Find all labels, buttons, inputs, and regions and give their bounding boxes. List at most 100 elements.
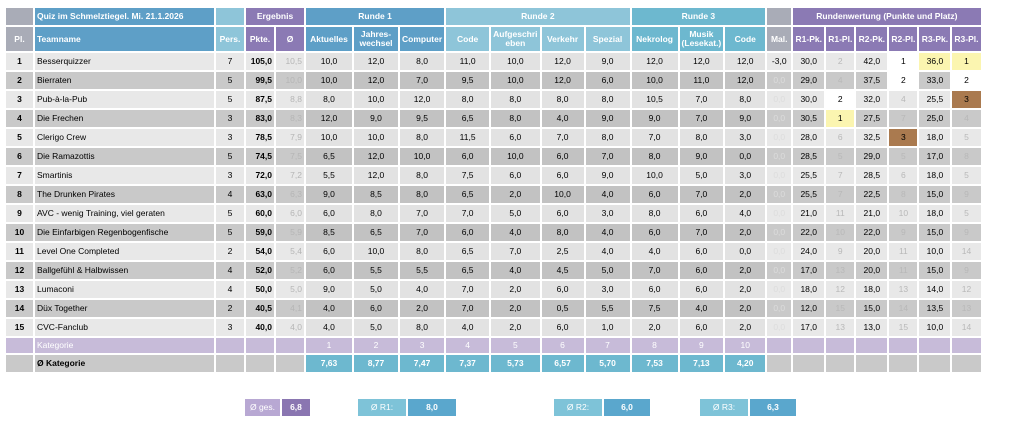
row-category-5: 4,0 — [491, 262, 540, 279]
row-rundenwertung-2: 7 — [826, 167, 855, 184]
summary-value-r2: 6,0 — [604, 399, 650, 416]
row-team-name: Die Frechen — [35, 110, 214, 127]
row-persons: 2 — [216, 243, 244, 260]
row-category-6: 6,0 — [541, 167, 584, 184]
kategorie-number-8: 8 — [631, 338, 678, 353]
average-value-4: 7,37 — [446, 355, 490, 372]
col-r2-pl: R2-Pl. — [889, 27, 918, 51]
row-rundenwertung-6: 13 — [952, 300, 981, 317]
col-mal: Mal. — [767, 27, 792, 51]
row-category-2: 8,5 — [354, 186, 398, 203]
average-blank-tail — [889, 355, 918, 372]
row-category-5: 8,0 — [491, 110, 540, 127]
row-rundenwertung-2: 10 — [826, 224, 855, 241]
row-category-2: 5,0 — [354, 319, 398, 336]
row-category-8: 8,0 — [631, 205, 678, 222]
row-category-8: 10,0 — [631, 72, 678, 89]
row-rundenwertung-6: 12 — [952, 281, 981, 298]
row-category-8: 9,0 — [631, 110, 678, 127]
average-value-9: 7,13 — [679, 355, 724, 372]
row-rundenwertung-5: 15,0 — [919, 262, 951, 279]
row-rundenwertung-1: 25,5 — [793, 186, 825, 203]
row-place: 11 — [6, 243, 33, 260]
row-rundenwertung-1: 30,0 — [793, 91, 825, 108]
row-category-1: 12,0 — [306, 110, 352, 127]
row-category-10: 9,0 — [725, 110, 766, 127]
row-team-name: Die Ramazottis — [35, 148, 214, 165]
kategorie-number-4: 4 — [446, 338, 490, 353]
row-category-5: 2,0 — [491, 281, 540, 298]
average-blank-tail — [826, 355, 855, 372]
row-category-8: 10,0 — [631, 167, 678, 184]
row-category-1: 8,5 — [306, 224, 352, 241]
header-row-top: Quiz im Schmelztiegel. Mi. 21.1.2026 Erg… — [6, 8, 981, 25]
table-row: 15 CVC-Fanclub 3 40,0 4,0 4,0 5,0 8,0 4,0 2,0 6,0 1… — [6, 319, 981, 336]
summary-value-r3: 6,3 — [750, 399, 796, 416]
row-persons: 3 — [216, 319, 244, 336]
row-rundenwertung-2: 9 — [826, 243, 855, 260]
row-malus: 0,0 — [767, 205, 792, 222]
row-category-1: 4,0 — [306, 300, 352, 317]
row-category-5: 2,0 — [491, 186, 540, 203]
header-blank-2 — [216, 8, 244, 25]
row-rundenwertung-5: 10,0 — [919, 319, 951, 336]
row-persons: 3 — [216, 129, 244, 146]
table-row: 11 Level One Completed 2 54,0 5,4 6,0 10,0 8,0 6… — [6, 243, 981, 260]
row-category-8: 7,0 — [631, 129, 678, 146]
row-rundenwertung-3: 32,0 — [856, 91, 888, 108]
col-r1-pk: R1-Pk. — [793, 27, 825, 51]
row-rundenwertung-3: 37,5 — [856, 72, 888, 89]
row-team-name: Lumaconi — [35, 281, 214, 298]
row-category-1: 6,0 — [306, 243, 352, 260]
kategorie-label: Kategorie — [35, 338, 214, 353]
row-category-6: 6,0 — [541, 148, 584, 165]
kategorie-number-7: 7 — [585, 338, 630, 353]
row-rundenwertung-2: 13 — [826, 262, 855, 279]
row-category-8: 7,0 — [631, 262, 678, 279]
row-rundenwertung-3: 15,0 — [856, 300, 888, 317]
row-rundenwertung-2: 5 — [826, 148, 855, 165]
kategorie-blank-tail — [952, 338, 981, 353]
row-rundenwertung-1: 17,0 — [793, 319, 825, 336]
row-average: 6,0 — [276, 205, 304, 222]
row-category-7: 6,0 — [585, 72, 630, 89]
row-category-9: 5,0 — [679, 167, 724, 184]
row-category-6: 6,0 — [541, 281, 584, 298]
row-rundenwertung-4: 14 — [889, 300, 918, 317]
header-row-columns: Pl. Teamname Pers. Pkte. Ø Aktuelles Jah… — [6, 27, 981, 51]
row-category-2: 12,0 — [354, 72, 398, 89]
row-team-name: CVC-Fanclub — [35, 319, 214, 336]
row-category-6: 8,0 — [541, 224, 584, 241]
kategorie-blank-4 — [276, 338, 304, 353]
row-category-4: 6,0 — [446, 224, 490, 241]
row-rundenwertung-6: 5 — [952, 205, 981, 222]
row-category-1: 4,0 — [306, 319, 352, 336]
row-rundenwertung-3: 32,5 — [856, 129, 888, 146]
row-category-9: 8,0 — [679, 129, 724, 146]
row-place: 13 — [6, 281, 33, 298]
row-persons: 5 — [216, 224, 244, 241]
row-points: 54,0 — [246, 243, 274, 260]
row-rundenwertung-2: 6 — [826, 129, 855, 146]
row-category-2: 10,0 — [354, 243, 398, 260]
row-rundenwertung-6: 14 — [952, 243, 981, 260]
row-average: 8,8 — [276, 91, 304, 108]
row-category-9: 7,0 — [679, 91, 724, 108]
row-category-5: 10,0 — [491, 53, 540, 70]
row-rundenwertung-3: 20,0 — [856, 262, 888, 279]
row-rundenwertung-4: 6 — [889, 167, 918, 184]
row-category-3: 8,0 — [400, 243, 445, 260]
row-category-7: 3,0 — [585, 281, 630, 298]
row-rundenwertung-5: 10,0 — [919, 243, 951, 260]
row-category-7: 4,0 — [585, 224, 630, 241]
row-category-9: 6,0 — [679, 205, 724, 222]
row-category-4: 11,0 — [446, 53, 490, 70]
row-team-name: Clerigo Crew — [35, 129, 214, 146]
row-category-2: 6,0 — [354, 300, 398, 317]
row-category-5: 7,0 — [491, 243, 540, 260]
row-place: 1 — [6, 53, 33, 70]
row-average: 7,9 — [276, 129, 304, 146]
col-cat-8: Nekrolog — [631, 27, 678, 51]
row-category-7: 9,0 — [585, 110, 630, 127]
average-blank-4 — [276, 355, 304, 372]
